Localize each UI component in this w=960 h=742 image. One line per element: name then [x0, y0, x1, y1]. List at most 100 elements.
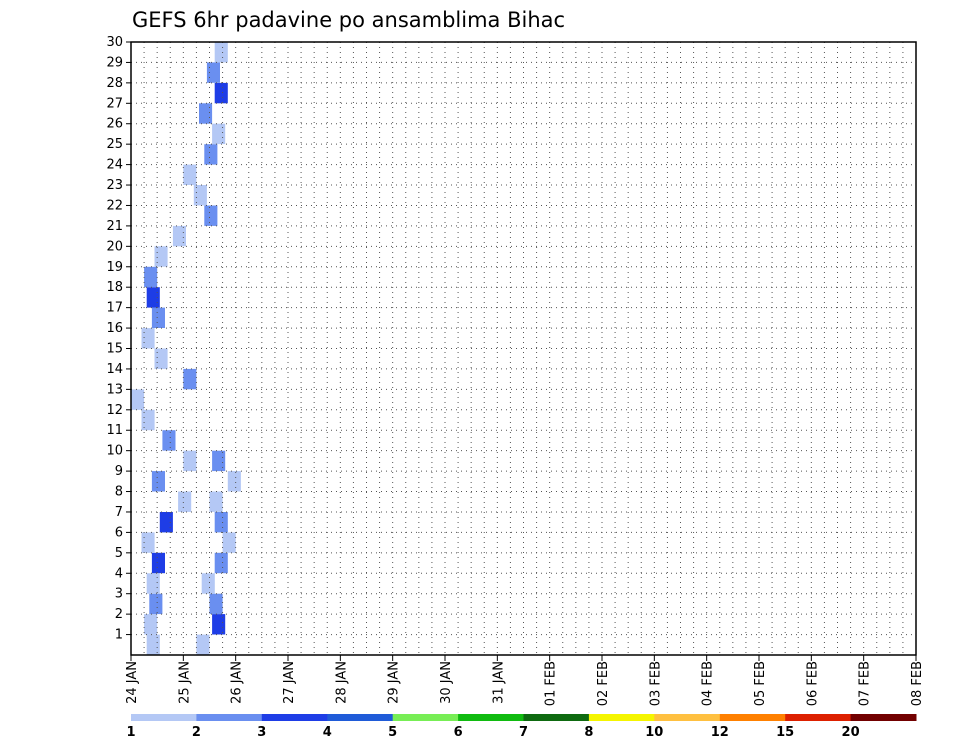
- y-tick-label: 6: [115, 525, 123, 540]
- colorbar-swatch: [785, 714, 852, 721]
- heatmap-cell: [151, 471, 165, 492]
- y-tick-label: 23: [106, 178, 123, 193]
- heatmap-cell: [183, 450, 197, 472]
- x-tick-label: 30 JAN: [439, 661, 454, 704]
- heatmap-cell: [212, 123, 226, 145]
- heatmap-cell: [146, 573, 160, 594]
- x-tick-label: 03 FEB: [648, 661, 663, 706]
- y-tick-label: 2: [115, 607, 123, 622]
- heatmap-cell: [144, 614, 158, 635]
- heatmap-cell: [131, 389, 145, 410]
- y-tick-label: 20: [106, 239, 123, 254]
- heatmap-cell: [162, 430, 176, 451]
- heatmap-cell: [214, 512, 228, 533]
- y-tick-label: 26: [106, 117, 123, 132]
- x-tick-label: 02 FEB: [596, 661, 611, 706]
- heatmap-cell: [193, 185, 207, 206]
- colorbar-label: 8: [584, 725, 593, 740]
- heatmap-cell: [214, 42, 228, 63]
- heatmap-cell: [222, 532, 236, 553]
- heatmap-cell: [141, 532, 155, 553]
- x-tick-label: 24 JAN: [125, 661, 140, 704]
- heatmap-cell: [209, 593, 223, 615]
- y-tick-label: 14: [106, 362, 123, 377]
- colorbar-swatch: [327, 714, 394, 721]
- heatmap-cell: [196, 634, 210, 655]
- y-tick-label: 27: [106, 96, 123, 111]
- y-tick-label: 29: [106, 55, 123, 70]
- heatmap-cells: [131, 42, 241, 655]
- x-tick-label: 06 FEB: [805, 661, 820, 706]
- heatmap-cell: [212, 614, 226, 635]
- colorbar-label: 5: [388, 725, 397, 740]
- heatmap-cell: [209, 491, 223, 512]
- heatmap-cell: [212, 450, 226, 472]
- heatmap-cell: [149, 593, 163, 615]
- heatmap-cell: [183, 368, 197, 390]
- y-tick-label: 25: [106, 137, 123, 152]
- y-tick-label: 21: [106, 219, 123, 234]
- colorbar-label: 12: [711, 725, 729, 740]
- x-tick-label: 27 JAN: [282, 661, 297, 704]
- x-axis: 24 JAN 25 JAN 26 JAN 27 JAN 28 JAN 29 JAN 30 J…: [125, 655, 925, 706]
- y-tick-label: 30: [106, 35, 123, 50]
- heatmap-cell: [154, 246, 168, 267]
- x-tick-label: 25 JAN: [177, 661, 192, 704]
- heatmap-cell: [206, 62, 220, 83]
- x-tick-label: 29 JAN: [387, 661, 402, 704]
- heatmap-cell: [144, 266, 158, 288]
- chart-title: GEFS 6hr padavine po ansamblima Bihac: [132, 8, 565, 32]
- heatmap-cell: [199, 103, 213, 124]
- y-tick-label: 13: [106, 382, 123, 397]
- heatmap-cell: [204, 144, 218, 165]
- heatmap-cell: [204, 205, 218, 226]
- heatmap-cell: [172, 225, 186, 247]
- colorbar-label: 3: [257, 725, 266, 740]
- y-tick-label: 10: [106, 444, 123, 459]
- colorbar-label: 1: [126, 725, 135, 740]
- heatmap-cell: [146, 287, 160, 308]
- heatmap-cell: [183, 164, 197, 185]
- heatmap-cell: [146, 634, 160, 655]
- colorbar-label: 20: [842, 725, 860, 740]
- x-tick-label: 05 FEB: [753, 661, 768, 706]
- x-tick-label: 04 FEB: [701, 661, 716, 706]
- heatmap-cell: [214, 82, 228, 104]
- colorbar-swatch: [131, 714, 197, 721]
- x-tick-label: 01 FEB: [544, 661, 559, 706]
- colorbar-swatch: [588, 714, 655, 721]
- y-tick-label: 22: [106, 198, 123, 213]
- y-tick-label: 11: [106, 423, 123, 438]
- y-tick-label: 12: [106, 403, 123, 418]
- colorbar-label: 4: [323, 725, 332, 740]
- y-tick-label: 24: [106, 158, 123, 173]
- colorbar-label: 6: [454, 725, 463, 740]
- heatmap-cell: [201, 573, 215, 594]
- y-tick-label: 7: [115, 505, 123, 520]
- colorbar-label: 7: [519, 725, 528, 740]
- y-tick-label: 28: [106, 76, 123, 91]
- y-tick-label: 19: [106, 260, 123, 275]
- heatmap-cell: [159, 512, 173, 533]
- heatmap-cell: [141, 409, 155, 431]
- colorbar-label: 10: [645, 725, 663, 740]
- gridlines: [131, 42, 916, 655]
- colorbar-swatch: [458, 714, 524, 721]
- x-tick-label: 08 FEB: [910, 661, 925, 706]
- y-tick-label: 9: [115, 464, 123, 479]
- heatmap-cell: [151, 307, 165, 328]
- y-tick-label: 16: [106, 321, 123, 336]
- colorbar-swatch: [196, 714, 263, 721]
- y-axis: 1234567891011121314151617181920212223242…: [106, 35, 131, 643]
- y-tick-label: 5: [115, 546, 123, 561]
- colorbar-swatch: [523, 714, 590, 721]
- heatmap-cell: [151, 552, 165, 574]
- colorbar-label: 15: [776, 725, 794, 740]
- colorbar-swatch: [850, 714, 917, 721]
- y-tick-label: 8: [115, 485, 123, 500]
- heatmap-cell: [178, 491, 192, 512]
- colorbar-swatch: [392, 714, 459, 721]
- y-tick-label: 4: [115, 566, 123, 581]
- colorbar-label: 2: [192, 725, 201, 740]
